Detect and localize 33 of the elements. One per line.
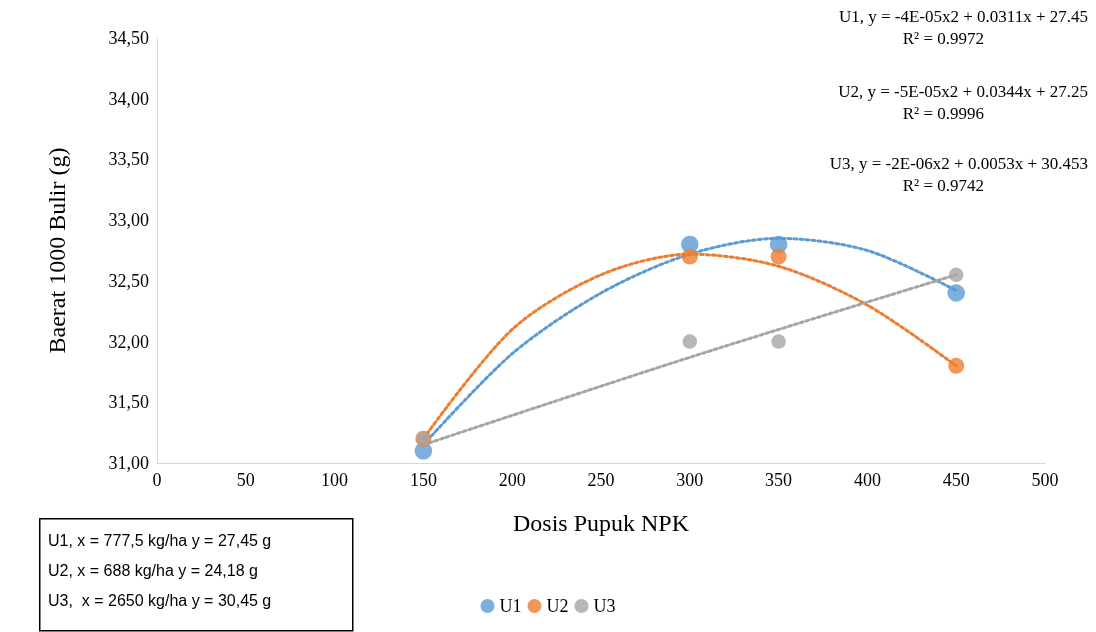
legend-label: U1 [499, 596, 522, 616]
x-tick-label: 100 [321, 470, 349, 490]
text: U3, x = 2650 kg/ha y = 30,45 g [48, 591, 272, 609]
text: U2, x = 688 kg/ha y = 24,18 g [48, 561, 258, 579]
annotation: U2, y = -5E-05x2 + 0.0344x + 27.25 [838, 82, 1088, 101]
x-tick-label: 0 [152, 470, 162, 490]
y-tick-label: 31,50 [108, 392, 149, 413]
annotation: R² = 0.9972 [902, 29, 985, 48]
y-tick-label: 34,00 [108, 88, 149, 109]
legend-label: U3 [593, 596, 616, 616]
x-tick-label: 50 [236, 470, 255, 490]
x-tick-label: 150 [409, 470, 437, 490]
y-tick-label: 33,00 [108, 210, 149, 231]
x-tick-label: 450 [942, 470, 970, 490]
x-tick-label: 400 [853, 470, 881, 490]
y-tick-label: 32,50 [108, 270, 149, 291]
y-tick-label: 34,50 [108, 28, 149, 48]
x-tick-label: 200 [498, 470, 526, 490]
annotation: R² = 0.9742 [902, 176, 985, 195]
y-tick-label: 32,00 [108, 331, 149, 352]
x-tick-label: 300 [676, 470, 704, 490]
y-tick-label: 31,00 [108, 453, 149, 473]
y-tick-label: 33,50 [108, 149, 149, 170]
x-tick-label: 500 [1031, 470, 1059, 490]
text: U1, x = 777,5 kg/ha y = 27,45 g [48, 531, 272, 549]
text: U1, y = -4E-05x2 + 0.0311x + 27.45 [838, 7, 1089, 26]
x-tick-label: 250 [587, 470, 615, 490]
x-axis-title: Dosis Pupuk NPK [512, 510, 690, 536]
y-axis-title: Baerat 1000 Bulir (g) [44, 147, 70, 354]
x-tick-label: 350 [765, 470, 793, 490]
legend-label: U2 [546, 596, 569, 616]
annotation: R² = 0.9996 [902, 104, 985, 123]
annotation: U3, y = -2E-06x2 + 0.0053x + 30.453 [829, 154, 1088, 173]
